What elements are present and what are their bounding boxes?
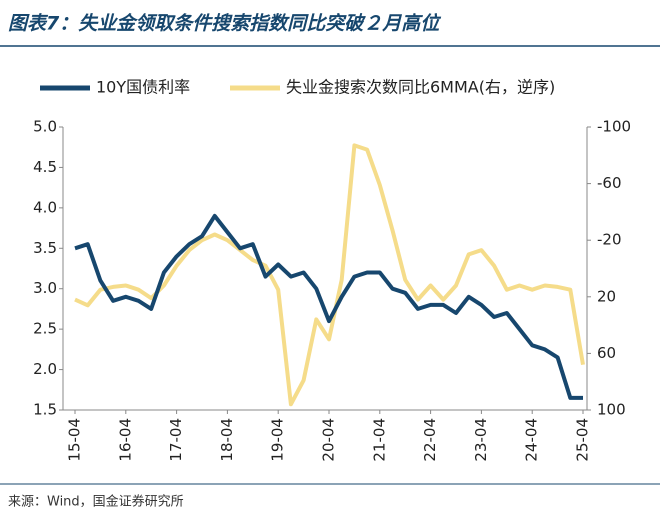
y-tick-label: 3.0 — [33, 279, 57, 297]
y-tick-label: 4.0 — [33, 198, 57, 216]
x-tick-label: 25-04 — [574, 418, 592, 462]
y-tick-label: 2.0 — [33, 360, 57, 378]
y-tick-label: 5.0 — [33, 118, 57, 136]
chart-title: 图表7：失业金领取条件搜索指数同比突破２月高位 — [8, 13, 441, 35]
x-tick-label: 22-04 — [421, 418, 439, 462]
y-tick-label: 1.5 — [33, 401, 57, 419]
y2-tick-label: -100 — [597, 118, 631, 136]
x-tick-label: 18-04 — [218, 418, 236, 462]
x-tick-label: 15-04 — [66, 418, 84, 462]
x-tick-label: 19-04 — [269, 418, 287, 462]
x-tick-label: 16-04 — [116, 418, 134, 462]
y2-tick-label: -20 — [597, 231, 622, 249]
y2-tick-label: -60 — [597, 174, 622, 192]
y2-tick-label: 20 — [597, 287, 616, 305]
y-tick-label: 4.5 — [33, 158, 57, 176]
x-tick-label: 20-04 — [320, 418, 338, 462]
legend-label: 失业金搜索次数同比6MMA(右，逆序) — [286, 78, 555, 97]
x-tick-label: 23-04 — [472, 418, 490, 462]
x-tick-label: 24-04 — [523, 418, 541, 462]
series-line — [74, 213, 583, 400]
x-tick-label: 17-04 — [167, 418, 185, 462]
y-tick-label: 2.5 — [33, 320, 57, 338]
series-line — [74, 143, 585, 407]
y-tick-label: 3.5 — [33, 239, 57, 257]
y2-tick-label: 60 — [597, 344, 616, 362]
x-tick-label: 21-04 — [370, 418, 388, 462]
y2-tick-label: 100 — [597, 401, 626, 419]
legend-label: 10Y国债利率 — [96, 78, 190, 97]
source: 来源：Wind，国金证券研究所 — [8, 494, 184, 510]
